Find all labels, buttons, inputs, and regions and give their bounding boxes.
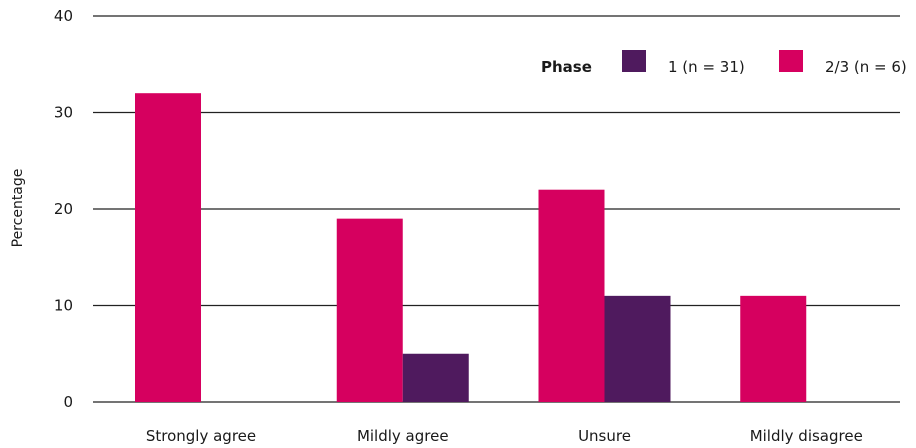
legend-label: 1 (n = 31): [668, 58, 745, 76]
bar: [604, 295, 671, 402]
bar: [336, 218, 403, 402]
legend: Phase 1 (n = 31) 2/3 (n = 6): [541, 50, 907, 76]
y-tick-label: 40: [54, 7, 73, 25]
bar: [135, 93, 201, 402]
y-tick-label: 0: [63, 393, 73, 411]
y-tick-label: 20: [54, 200, 73, 218]
bar: [538, 189, 605, 402]
y-tick-label: 30: [54, 104, 73, 122]
x-axis-categories: Strongly agree Mildly agree Unsure Mildly d…: [146, 427, 863, 445]
bar: [402, 353, 469, 402]
legend-title: Phase: [541, 58, 592, 76]
bars: [135, 93, 807, 402]
x-category-label: Mildly disagree: [750, 427, 863, 445]
x-category-label: Unsure: [578, 427, 631, 445]
legend-swatch: [779, 50, 803, 72]
y-axis-label: Percentage: [10, 169, 26, 248]
bar: [740, 295, 807, 402]
x-category-label: Strongly agree: [146, 427, 256, 445]
x-category-label: Mildly agree: [357, 427, 449, 445]
y-tick-label: 10: [54, 297, 73, 315]
legend-label: 2/3 (n = 6): [825, 58, 907, 76]
y-axis-ticks: 0 10 20 30 40: [54, 7, 73, 411]
legend-swatch: [622, 50, 646, 72]
